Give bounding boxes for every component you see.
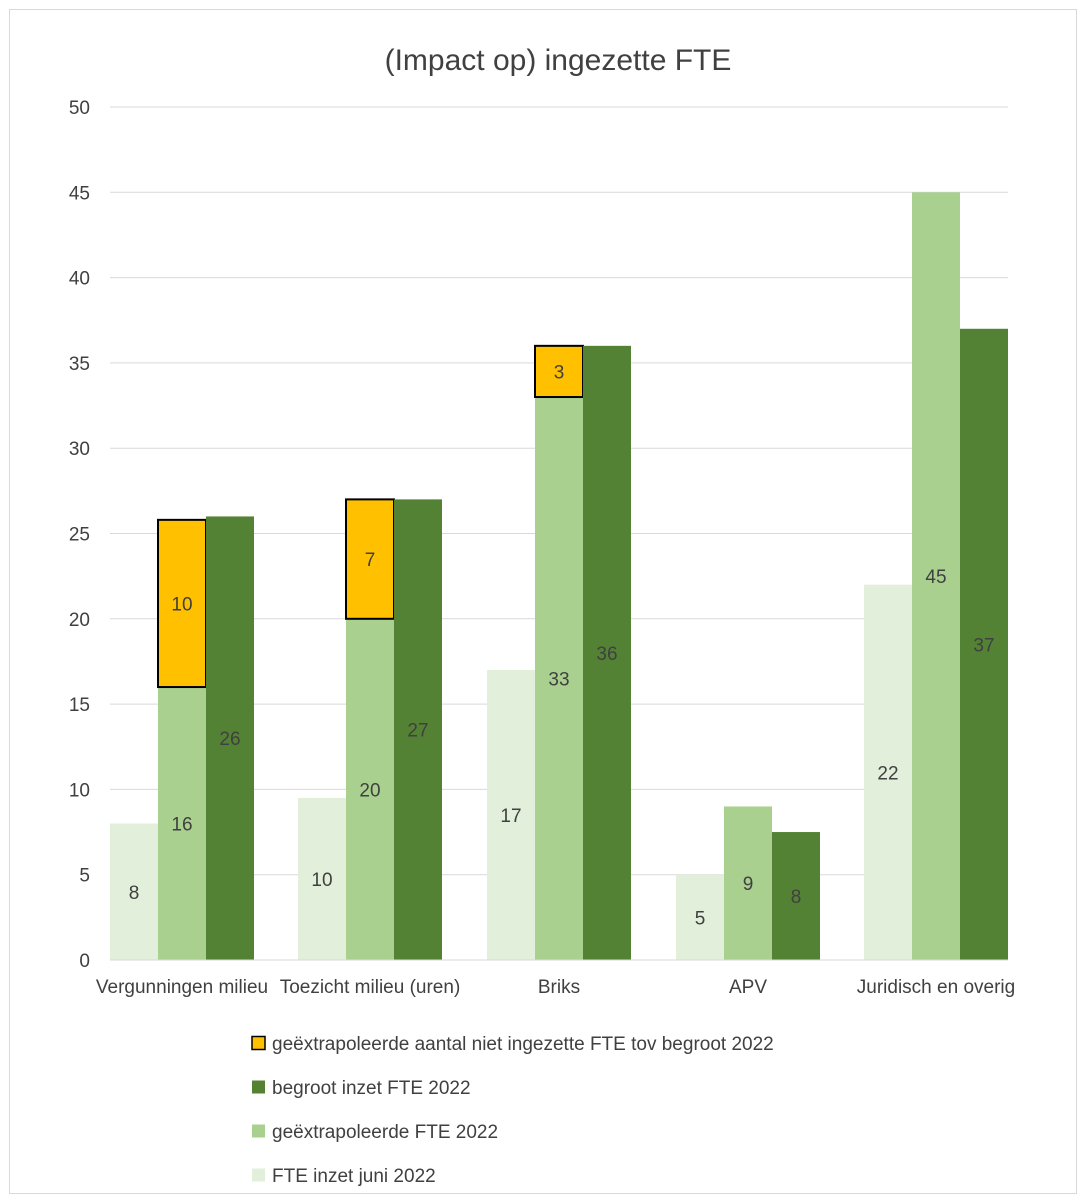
legend-label-begroot-inzet-fte-2022: begroot inzet FTE 2022: [272, 1078, 471, 1099]
data-label-fte-inzet-juni-2022-toezicht-milieu-uren: 10: [311, 870, 332, 891]
bar-fte-inzet-juni-2022-juridisch-en-overig: [864, 584, 912, 960]
legend-label-geextrapoleerde-fte-2022: geëxtrapoleerde FTE 2022: [272, 1122, 498, 1143]
data-label-fte-inzet-juni-2022-juridisch-en-overig: 22: [877, 763, 898, 784]
bar-fte-inzet-juni-2022-apv: [676, 874, 724, 960]
bar-geextrapoleerde-aantal-niet-ingezette-fte-tov-begroot-2022-toezicht-milieu-uren: [345, 498, 395, 620]
bar-begroot-inzet-fte-2022-apv: [772, 832, 820, 960]
data-label-geextrapoleerde-aantal-niet-ingezette-fte-tov-begroot-2022-vergunningen-milieu: 10: [171, 594, 192, 615]
bar-begroot-inzet-fte-2022-vergunningen-milieu: [206, 516, 254, 960]
legend: geëxtrapoleerde aantal niet ingezette FT…: [251, 1034, 774, 1187]
y-tick-label: 15: [69, 695, 90, 716]
data-label-begroot-inzet-fte-2022-juridisch-en-overig: 37: [973, 635, 994, 656]
data-label-geextrapoleerde-fte-2022-briks: 33: [548, 670, 569, 691]
data-label-geextrapoleerde-aantal-niet-ingezette-fte-tov-begroot-2022-briks: 3: [554, 362, 565, 383]
bar-begroot-inzet-fte-2022-juridisch-en-overig: [960, 328, 1008, 960]
x-tick-label-apv: APV: [729, 977, 767, 998]
data-label-geextrapoleerde-fte-2022-apv: 9: [743, 874, 754, 895]
data-label-begroot-inzet-fte-2022-apv: 8: [791, 887, 802, 908]
data-label-fte-inzet-juni-2022-vergunningen-milieu: 8: [129, 883, 140, 904]
bar-geextrapoleerde-aantal-niet-ingezette-fte-tov-begroot-2022-vergunningen-milieu: [157, 518, 207, 689]
legend-swatch-fte-inzet-juni-2022: [252, 1168, 265, 1182]
data-label-geextrapoleerde-fte-2022-vergunningen-milieu: 16: [171, 815, 192, 836]
data-label-begroot-inzet-fte-2022-vergunningen-milieu: 26: [219, 729, 240, 750]
bar-begroot-inzet-fte-2022-briks: [583, 345, 631, 961]
data-label-begroot-inzet-fte-2022-briks: 36: [596, 644, 617, 665]
legend-swatch-geextrapoleerde-fte-2022: [252, 1124, 265, 1138]
data-label-fte-inzet-juni-2022-briks: 17: [500, 806, 521, 827]
y-tick-label: 50: [69, 98, 90, 119]
bar-fte-inzet-juni-2022-vergunningen-milieu: [110, 823, 158, 960]
y-tick-label: 10: [69, 780, 90, 801]
bar-geextrapoleerde-fte-2022-toezicht-milieu-uren: [346, 618, 394, 960]
bar-geextrapoleerde-fte-2022-briks: [535, 397, 583, 960]
x-tick-label-juridisch-en-overig: Juridisch en overig: [857, 977, 1015, 998]
y-tick-label: 35: [69, 354, 90, 375]
y-tick-label: 40: [69, 269, 90, 290]
x-tick-label-toezicht-milieu-uren: Toezicht milieu (uren): [280, 977, 461, 998]
legend-label-fte-inzet-juni-2022: FTE inzet juni 2022: [272, 1166, 436, 1187]
bars: [110, 192, 1008, 961]
data-label-geextrapoleerde-fte-2022-toezicht-milieu-uren: 20: [359, 780, 380, 801]
y-tick-label: 30: [69, 439, 90, 460]
data-label-fte-inzet-juni-2022-apv: 5: [695, 908, 706, 929]
data-label-geextrapoleerde-aantal-niet-ingezette-fte-tov-begroot-2022-toezicht-milieu-uren: 7: [365, 550, 376, 571]
legend-label-geextrapoleerde-aantal-niet-ingezette-fte-tov-begroot-2022: geëxtrapoleerde aantal niet ingezette FT…: [272, 1034, 774, 1055]
y-tick-label: 20: [69, 610, 90, 631]
gridlines: [110, 106, 1008, 876]
x-tick-label-vergunningen-milieu: Vergunningen milieu: [96, 977, 268, 998]
data-label-geextrapoleerde-fte-2022-juridisch-en-overig: 45: [925, 567, 946, 588]
y-tick-label: 0: [79, 951, 90, 972]
y-tick-label: 45: [69, 183, 90, 204]
bar-geextrapoleerde-fte-2022-apv: [724, 806, 772, 960]
bar-geextrapoleerde-fte-2022-vergunningen-milieu: [158, 687, 206, 960]
chart-title: (Impact op) ingezette FTE: [385, 44, 732, 77]
bar-geextrapoleerde-fte-2022-juridisch-en-overig: [912, 192, 960, 961]
legend-swatch-geextrapoleerde-aantal-niet-ingezette-fte-tov-begroot-2022: [251, 1035, 266, 1051]
y-tick-label: 25: [69, 525, 90, 546]
data-label-begroot-inzet-fte-2022-toezicht-milieu-uren: 27: [407, 721, 428, 742]
x-tick-label-briks: Briks: [538, 977, 580, 998]
y-tick-label: 5: [79, 866, 90, 887]
legend-swatch-begroot-inzet-fte-2022: [252, 1080, 265, 1094]
bar-fte-inzet-juni-2022-briks: [487, 669, 535, 960]
bar-begroot-inzet-fte-2022-toezicht-milieu-uren: [394, 499, 442, 960]
bar-fte-inzet-juni-2022-toezicht-milieu-uren: [298, 797, 346, 960]
